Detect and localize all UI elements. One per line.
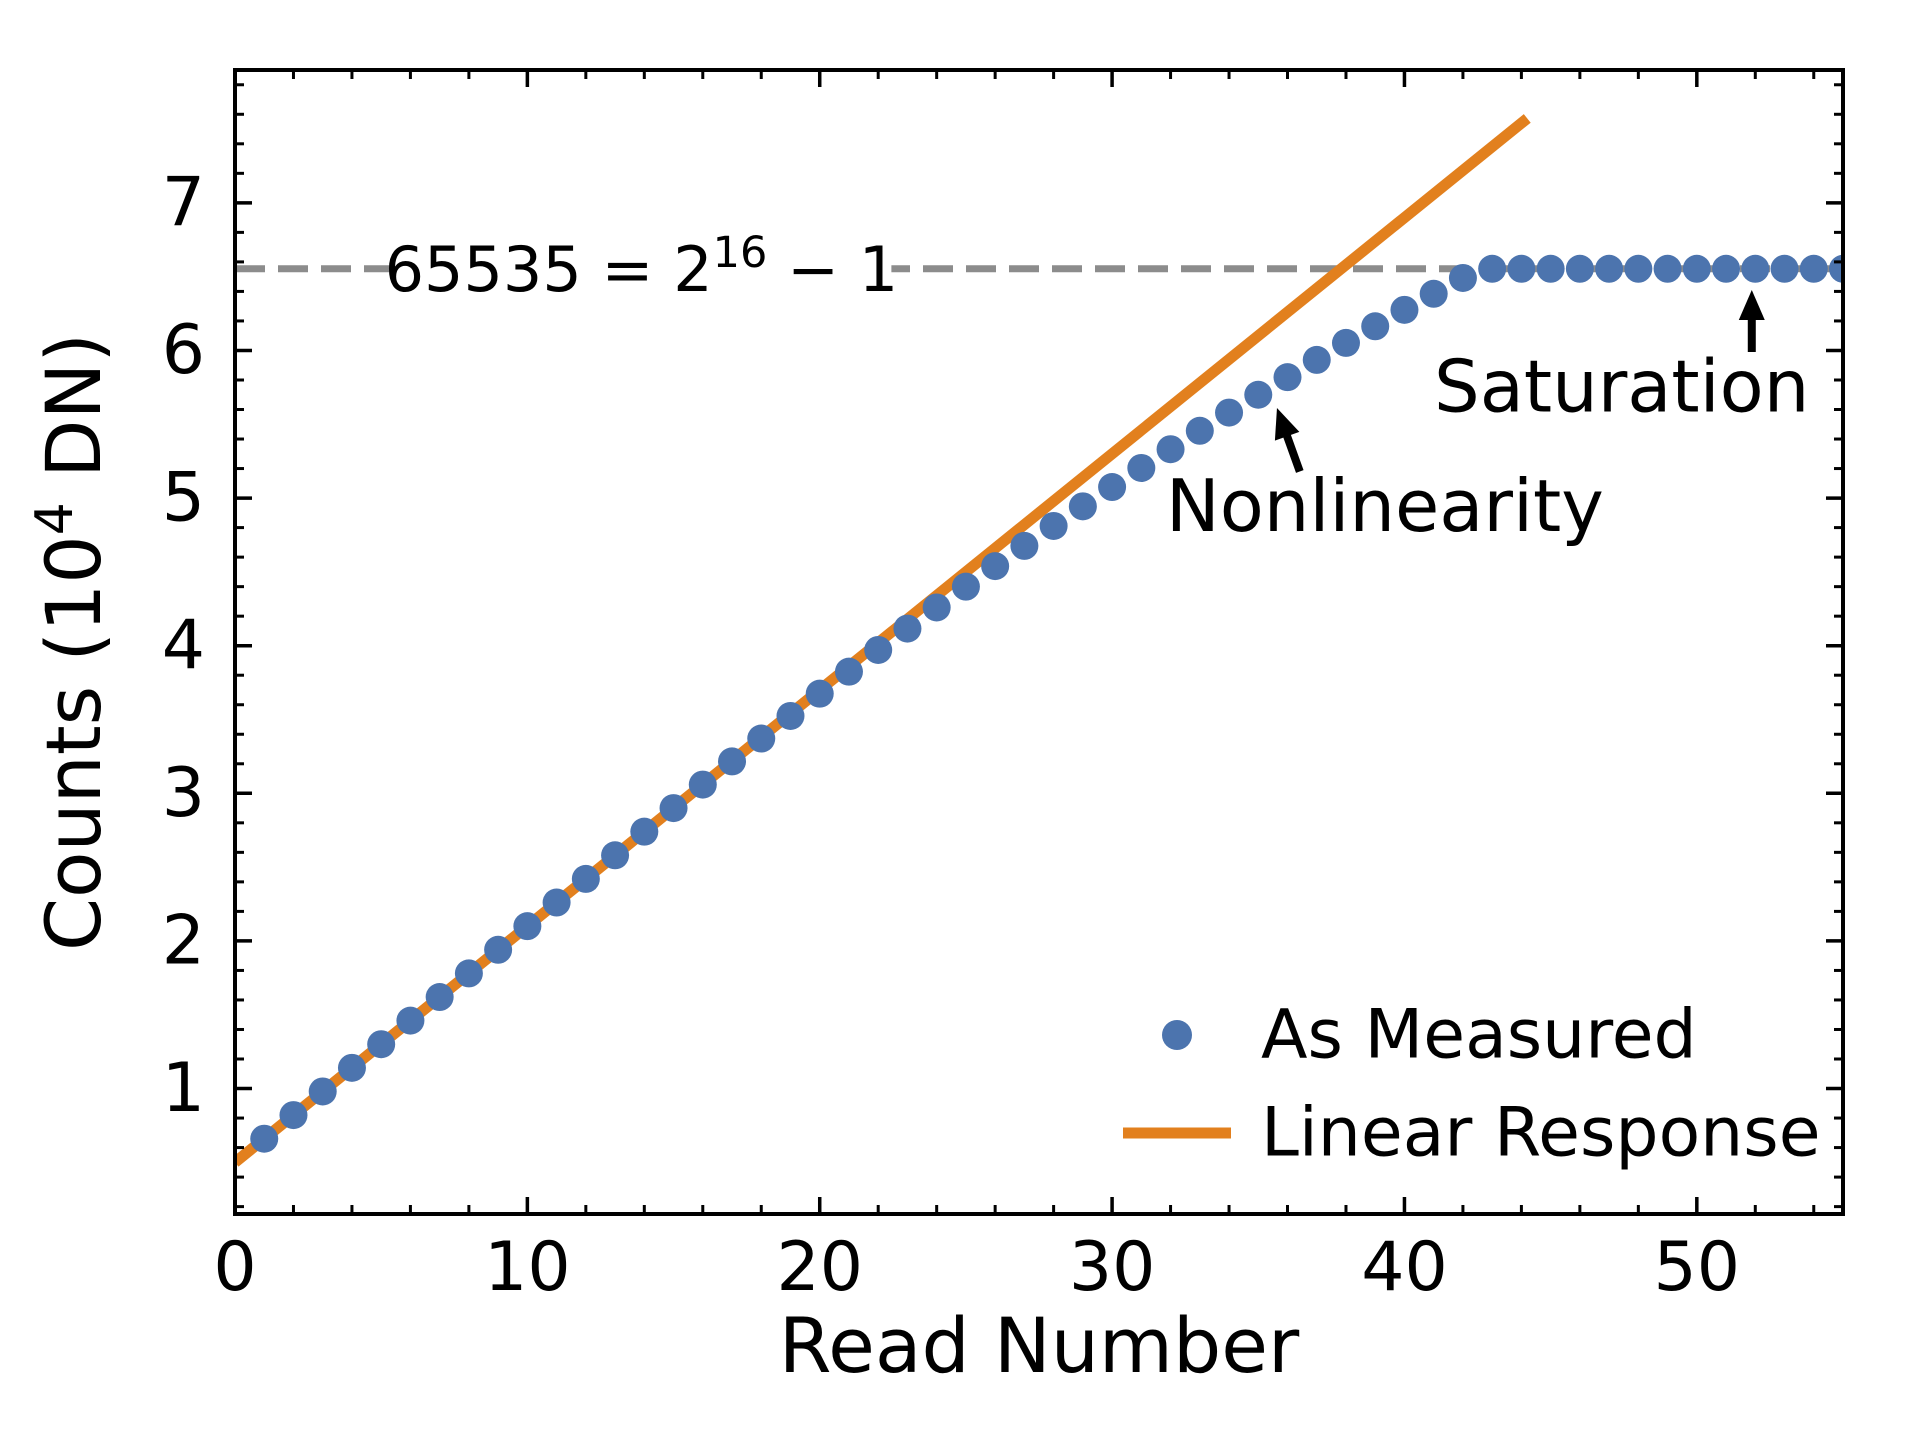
measured-point — [776, 701, 805, 730]
measured-point — [425, 983, 454, 1012]
measured-point — [1244, 380, 1273, 409]
x-tick-label: 30 — [1069, 1228, 1156, 1307]
axes-layer: 0 10 20 30 40 50 1 2 3 4 5 6 7 — [162, 68, 1845, 1307]
legend — [1123, 1020, 1231, 1139]
y-tick-label: 2 — [162, 901, 205, 980]
measured-point — [1653, 254, 1682, 283]
measured-point — [1215, 398, 1244, 427]
measured-point — [1565, 254, 1594, 283]
annotation-saturation: Saturation — [1434, 344, 1809, 428]
measured-point — [805, 679, 834, 708]
measured-point — [1098, 473, 1127, 502]
measured-point — [1682, 254, 1711, 283]
measured-point — [1770, 254, 1799, 283]
measured-point — [367, 1030, 396, 1059]
x-tick-label: 40 — [1361, 1228, 1448, 1307]
measured-point — [659, 794, 688, 823]
annotation-arrow-shaft — [1282, 431, 1304, 473]
measured-point — [1127, 453, 1156, 482]
measured-point — [1741, 254, 1770, 283]
measured-point — [1595, 254, 1624, 283]
measured-point — [747, 724, 776, 753]
measured-point — [1361, 312, 1390, 341]
saturation-threshold-label: 65535 = 216 − 1 — [385, 228, 899, 306]
measured-point — [1712, 254, 1741, 283]
axes-spines — [233, 68, 1845, 1216]
measured-point — [571, 864, 600, 893]
measured-point — [688, 770, 717, 799]
legend-marker-dot — [1162, 1020, 1192, 1050]
measured-point — [1536, 254, 1565, 283]
measured-point — [513, 912, 542, 941]
measured-point — [542, 888, 571, 917]
measured-point — [718, 747, 747, 776]
measured-point — [250, 1124, 279, 1153]
measured-point — [1039, 511, 1068, 540]
y-tick-label: 3 — [162, 754, 205, 833]
y-tick-label: 7 — [162, 163, 205, 242]
measured-point — [1185, 416, 1214, 445]
measured-point — [1624, 254, 1653, 283]
measured-point — [337, 1053, 366, 1082]
measured-point — [1156, 435, 1185, 464]
x-tick-label: 20 — [776, 1228, 863, 1307]
measured-point — [1478, 254, 1507, 283]
measured-point — [279, 1101, 308, 1130]
measured-point — [1010, 531, 1039, 560]
measured-point — [1507, 254, 1536, 283]
x-tick-label: 10 — [484, 1228, 571, 1307]
x-tick-label: 50 — [1654, 1228, 1741, 1307]
y-axis-label: Counts (104 DN) — [25, 333, 118, 951]
measured-point — [1799, 254, 1828, 283]
measured-point — [981, 552, 1010, 581]
saturation-label-box — [391, 218, 892, 319]
y-tick-label: 1 — [162, 1049, 205, 1128]
measured-point — [396, 1006, 425, 1035]
measured-point — [1390, 295, 1419, 324]
annotation-layer — [1274, 289, 1765, 473]
measured-point — [1331, 328, 1360, 357]
y-tick-label: 5 — [162, 459, 205, 538]
measured-point — [922, 593, 951, 622]
measured-point — [834, 657, 863, 686]
measured-point — [864, 635, 893, 664]
legend-label-linear-response: Linear Response — [1261, 1094, 1821, 1173]
x-axis-label: Read Number — [779, 1301, 1300, 1390]
measured-point — [1448, 263, 1477, 292]
x-tick-label: 0 — [213, 1228, 256, 1307]
measured-point — [951, 572, 980, 601]
measured-point — [630, 817, 659, 846]
measured-point — [1419, 279, 1448, 308]
measured-point — [454, 959, 483, 988]
measured-point — [484, 935, 513, 964]
data-layer — [235, 114, 1843, 1167]
measured-point — [1302, 345, 1331, 374]
measured-point — [308, 1077, 337, 1106]
annotation-arrow-head — [1274, 408, 1300, 441]
annotation-nonlinearity: Nonlinearity — [1166, 464, 1604, 548]
y-tick-label: 4 — [162, 606, 205, 685]
annotation-arrow-head — [1738, 289, 1765, 320]
measured-point — [893, 614, 922, 643]
measured-point — [601, 841, 630, 870]
legend-label-as-measured: As Measured — [1261, 996, 1697, 1075]
measured-point — [1068, 492, 1097, 521]
measured-point — [1273, 363, 1302, 392]
y-tick-label: 6 — [162, 311, 205, 390]
